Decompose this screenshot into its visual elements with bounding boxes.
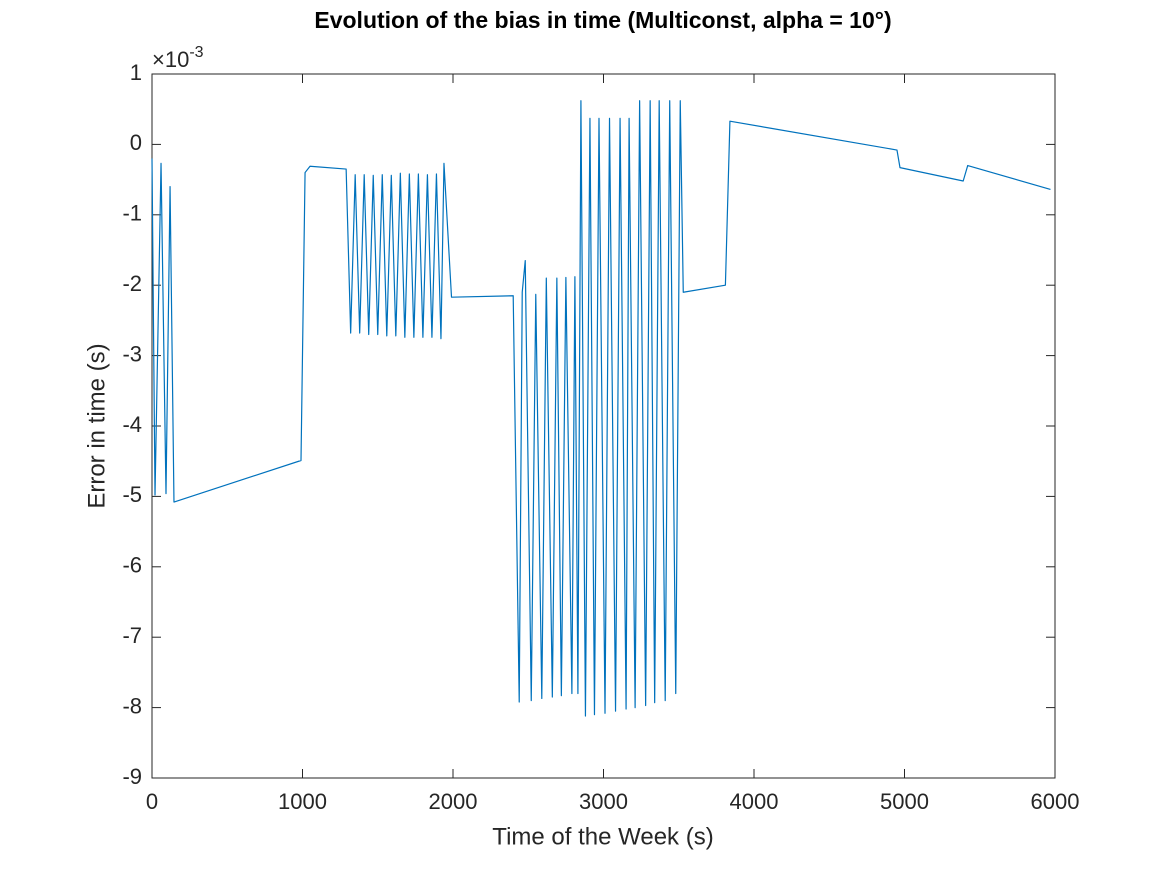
x-tick-label: 1000 — [278, 789, 327, 814]
y-tick-label: 1 — [130, 60, 142, 85]
x-tick-label: 0 — [146, 789, 158, 814]
data-line — [151, 100, 1051, 717]
y-multiplier-base: ×10 — [152, 47, 189, 72]
y-multiplier-exponent: -3 — [189, 44, 203, 61]
x-tick-label: 6000 — [1031, 789, 1080, 814]
y-multiplier: ×10-3 — [152, 44, 204, 72]
y-tick-label: -5 — [122, 482, 142, 507]
x-tick-label: 2000 — [429, 789, 478, 814]
y-axis-label: Error in time (s) — [83, 343, 110, 508]
x-axis-label: Time of the Week (s) — [492, 823, 713, 850]
y-tick-label: -6 — [122, 553, 142, 578]
y-tick-label: -4 — [122, 412, 142, 437]
y-tick-label: -3 — [122, 341, 142, 366]
y-tick-label: -9 — [122, 764, 142, 789]
x-tick-label: 5000 — [880, 789, 929, 814]
y-tick-label: 0 — [130, 130, 142, 155]
x-tick-label: 3000 — [579, 789, 628, 814]
chart-title: Evolution of the bias in time (Multicons… — [314, 7, 891, 33]
y-tick-label: -7 — [122, 623, 142, 648]
axes-box — [151, 73, 1056, 779]
y-tick-label: -8 — [122, 693, 142, 718]
y-tick-label: -2 — [122, 271, 142, 296]
y-tick-label: -1 — [122, 201, 142, 226]
x-tick-label: 4000 — [730, 789, 779, 814]
